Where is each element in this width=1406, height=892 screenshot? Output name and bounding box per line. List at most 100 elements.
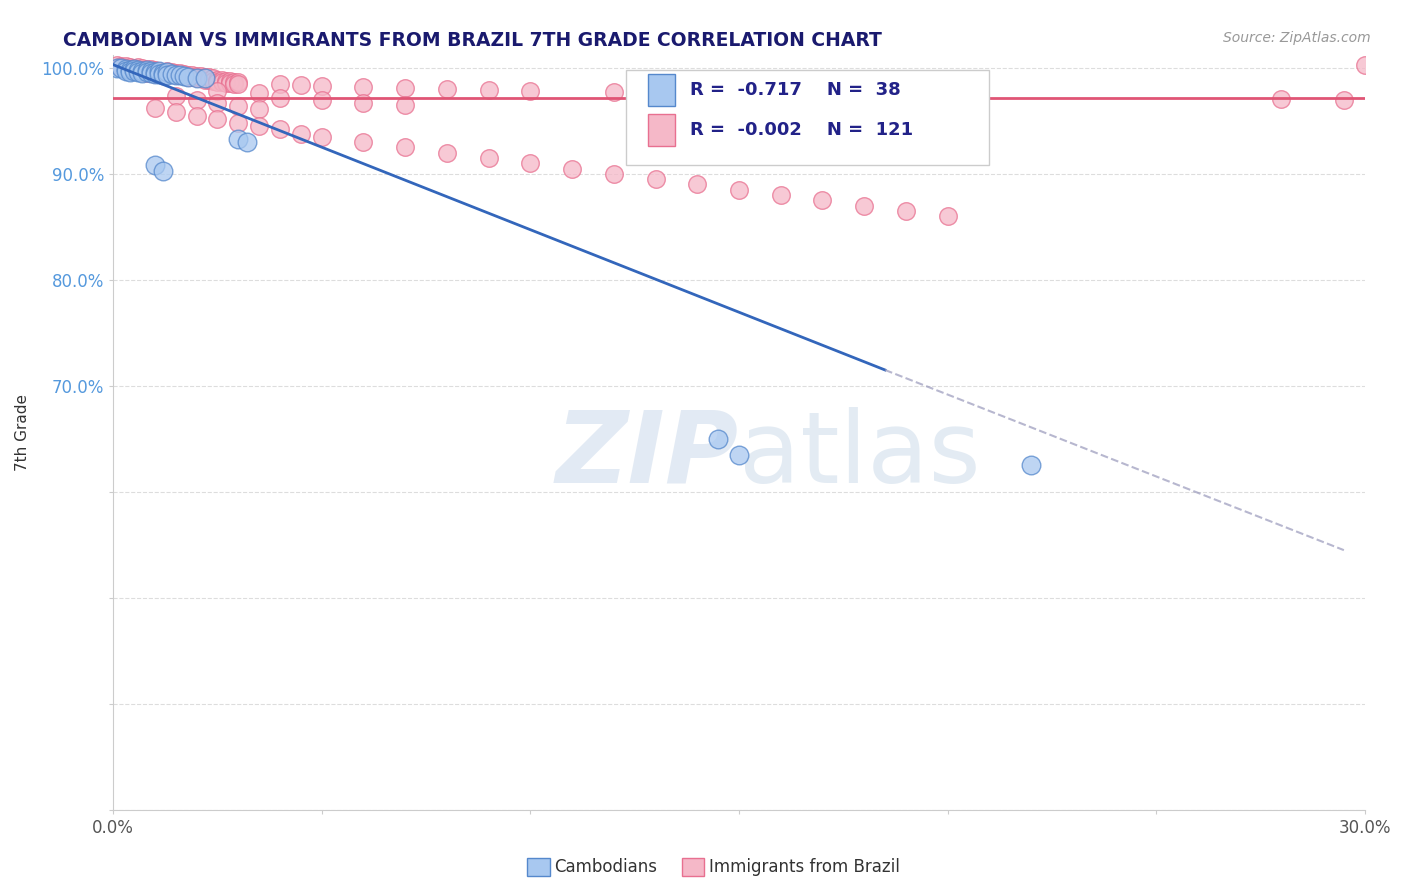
Point <box>215 76 238 90</box>
Point <box>105 58 128 72</box>
Point <box>207 72 229 87</box>
Point <box>186 71 208 86</box>
Point <box>169 68 191 82</box>
Point <box>603 167 626 181</box>
Point <box>165 68 187 82</box>
Point <box>215 73 238 87</box>
Point <box>114 61 136 75</box>
Point <box>269 122 291 136</box>
Point <box>114 64 136 78</box>
Point <box>936 89 959 103</box>
Point <box>394 140 416 154</box>
Point <box>114 62 136 76</box>
Point <box>686 178 709 192</box>
Point <box>353 95 375 110</box>
Point <box>156 68 179 82</box>
Point <box>190 71 212 86</box>
Point <box>226 77 249 91</box>
Point <box>186 71 208 86</box>
Point <box>190 70 212 84</box>
Point <box>143 67 166 81</box>
Point <box>160 67 183 81</box>
Point <box>728 183 751 197</box>
Point <box>152 65 174 79</box>
Point <box>173 67 195 81</box>
Point <box>644 172 666 186</box>
Point <box>131 66 153 80</box>
Point <box>1270 92 1292 106</box>
Point <box>353 79 375 94</box>
Point <box>224 75 246 89</box>
Text: atlas: atlas <box>740 407 980 504</box>
Point <box>561 161 583 176</box>
Point <box>707 432 730 446</box>
Point <box>177 70 200 85</box>
Point <box>219 73 242 87</box>
Point <box>139 64 162 78</box>
Point <box>226 132 249 146</box>
Point <box>160 67 183 81</box>
Point <box>519 84 541 98</box>
Point <box>114 62 136 76</box>
Point <box>769 188 792 202</box>
Text: R =  -0.002    N =  121: R = -0.002 N = 121 <box>690 120 914 139</box>
Point <box>186 93 208 107</box>
Point <box>269 90 291 104</box>
Point <box>135 62 157 76</box>
Point <box>143 158 166 172</box>
Point <box>853 88 876 103</box>
Point <box>131 65 153 79</box>
Point <box>143 67 166 81</box>
Point <box>165 66 187 80</box>
Y-axis label: 7th Grade: 7th Grade <box>15 394 30 471</box>
Point <box>436 82 458 96</box>
Point <box>156 65 179 79</box>
Point <box>519 156 541 170</box>
Point <box>394 81 416 95</box>
Point <box>110 61 132 75</box>
Point <box>290 78 312 92</box>
Point <box>118 62 141 77</box>
Point <box>181 68 204 82</box>
Point <box>165 89 187 103</box>
Point <box>194 72 217 87</box>
Point <box>177 68 200 82</box>
Point <box>224 77 246 91</box>
Point <box>226 99 249 113</box>
Point <box>247 87 270 101</box>
Point <box>436 145 458 160</box>
Point <box>131 62 153 77</box>
Point <box>219 76 242 90</box>
Point <box>686 87 709 101</box>
Point <box>139 64 162 78</box>
Point <box>127 62 149 76</box>
Point <box>143 65 166 79</box>
Point <box>127 62 149 77</box>
Point <box>207 112 229 126</box>
Point <box>148 67 170 81</box>
Point <box>110 60 132 74</box>
Text: Cambodians: Cambodians <box>554 858 657 876</box>
Point <box>152 68 174 82</box>
Point <box>169 68 191 82</box>
Point <box>478 83 501 97</box>
Point <box>135 65 157 79</box>
Point <box>186 109 208 123</box>
Point <box>394 98 416 112</box>
Point <box>269 77 291 91</box>
Point <box>122 61 145 75</box>
Point <box>811 194 834 208</box>
Point <box>290 127 312 141</box>
Point <box>139 66 162 80</box>
Point <box>118 65 141 79</box>
Point <box>169 66 191 80</box>
Point <box>198 70 221 85</box>
Point <box>226 116 249 130</box>
Point <box>247 102 270 116</box>
Point <box>936 209 959 223</box>
Point <box>118 62 141 76</box>
Point <box>139 62 162 76</box>
Point <box>148 66 170 80</box>
Text: R =  -0.717    N =  38: R = -0.717 N = 38 <box>690 81 901 99</box>
Point <box>853 199 876 213</box>
